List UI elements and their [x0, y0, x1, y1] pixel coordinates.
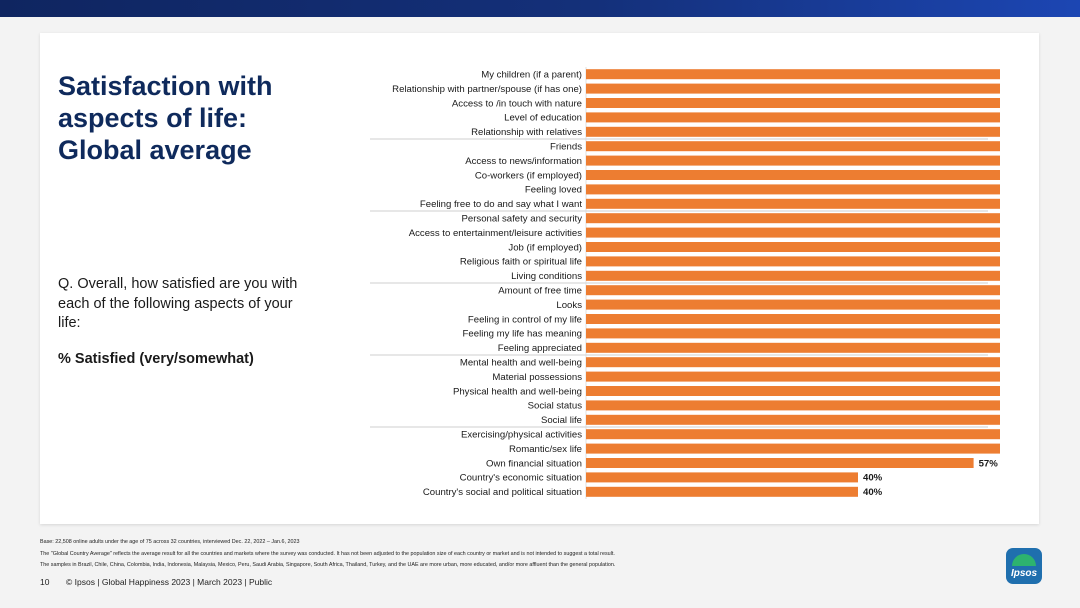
category-label: Own financial situation: [486, 458, 582, 469]
bar: [586, 357, 1000, 368]
bar: [586, 342, 1000, 353]
category-label: Material possessions: [492, 372, 582, 383]
bar: [586, 400, 1000, 411]
bar: [586, 299, 1000, 310]
bar: [586, 184, 1000, 195]
bar: [586, 112, 1000, 123]
category-label: Social life: [541, 415, 582, 426]
value-label: 40%: [863, 473, 883, 484]
category-label: My children (if a parent): [481, 70, 582, 81]
page-number: 10: [40, 577, 50, 587]
category-label: Feeling in control of my life: [468, 314, 582, 325]
bar: [586, 83, 1000, 94]
category-label: Relationship with partner/spouse (if has…: [392, 84, 582, 95]
category-label: Access to entertainment/leisure activiti…: [409, 228, 582, 239]
category-label: Religious faith or spiritual life: [460, 257, 582, 268]
category-label: Physical health and well-being: [453, 386, 582, 397]
value-label: 40%: [863, 487, 883, 498]
satisfaction-bar-chart: My children (if a parent)85%Relationship…: [370, 67, 1000, 499]
value-label: 57%: [979, 458, 999, 469]
category-label: Country's economic situation: [460, 473, 582, 484]
bar: [586, 155, 1000, 166]
bar: [586, 256, 1000, 267]
category-label: Looks: [556, 300, 582, 311]
bar: [586, 386, 1000, 396]
category-label: Relationship with relatives: [471, 127, 582, 138]
category-label: Social status: [528, 401, 583, 412]
category-label: Country's social and political situation: [423, 487, 582, 498]
bar: [586, 141, 1000, 152]
category-label: Co-workers (if employed): [475, 170, 582, 181]
category-label: Romantic/sex life: [509, 444, 582, 455]
bar: [586, 472, 858, 483]
bar: [586, 443, 1000, 454]
category-label: Living conditions: [511, 271, 582, 282]
footer: 10 © Ipsos | Global Happiness 2023 | Marc…: [40, 577, 272, 587]
bar: [586, 429, 1000, 440]
bar: [586, 170, 1000, 180]
category-label: Amount of free time: [498, 286, 582, 297]
category-label: Exercising/physical activities: [461, 430, 582, 441]
slide-title: Satisfaction with aspects of life: Globa…: [58, 71, 273, 165]
category-label: Feeling my life has meaning: [463, 329, 582, 340]
bar: [586, 126, 1000, 137]
bar: [586, 242, 1000, 252]
category-label: Mental health and well-being: [460, 358, 582, 369]
ipsos-logo: Ipsos: [1006, 548, 1042, 584]
bar: [586, 314, 1000, 324]
logo-text: Ipsos: [1010, 568, 1038, 579]
bar: [586, 371, 1000, 382]
top-banner: [0, 0, 1080, 17]
category-label: Feeling loved: [525, 185, 582, 196]
bar: [586, 414, 1000, 425]
category-label: Feeling free to do and say what I want: [420, 199, 582, 210]
category-label: Friends: [550, 142, 582, 153]
footnotes: Base: 22,508 online adults under the age…: [40, 537, 940, 572]
survey-question: Q. Overall, how satisfied are you with e…: [58, 276, 298, 331]
bar: [586, 285, 1000, 296]
category-label: Job (if employed): [508, 242, 582, 253]
metric-label: % Satisfied (very/somewhat): [58, 351, 254, 367]
logo-arc-icon: [1012, 554, 1036, 566]
bar: [586, 198, 1000, 209]
bar: [586, 270, 1000, 281]
category-label: Level of education: [504, 113, 582, 124]
bar: [586, 486, 858, 497]
bar: [586, 458, 974, 468]
category-label: Personal safety and security: [461, 214, 582, 225]
bar: [586, 98, 1000, 108]
bar: [586, 213, 1000, 224]
category-label: Feeling appreciated: [498, 343, 582, 354]
bar: [586, 227, 1000, 238]
footnote-base: Base: 22,508 online adults under the age…: [40, 539, 300, 545]
footnote-global-average: The "Global Country Average" reflects th…: [40, 550, 615, 557]
category-label: Access to news/information: [465, 156, 582, 167]
footer-text: © Ipsos | Global Happiness 2023 | March …: [66, 577, 273, 587]
bar: [586, 328, 1000, 339]
category-label: Access to /in touch with nature: [452, 98, 582, 109]
footnote-samples: The samples in Brazil, Chile, China, Col…: [40, 562, 616, 568]
bar: [586, 69, 1000, 80]
